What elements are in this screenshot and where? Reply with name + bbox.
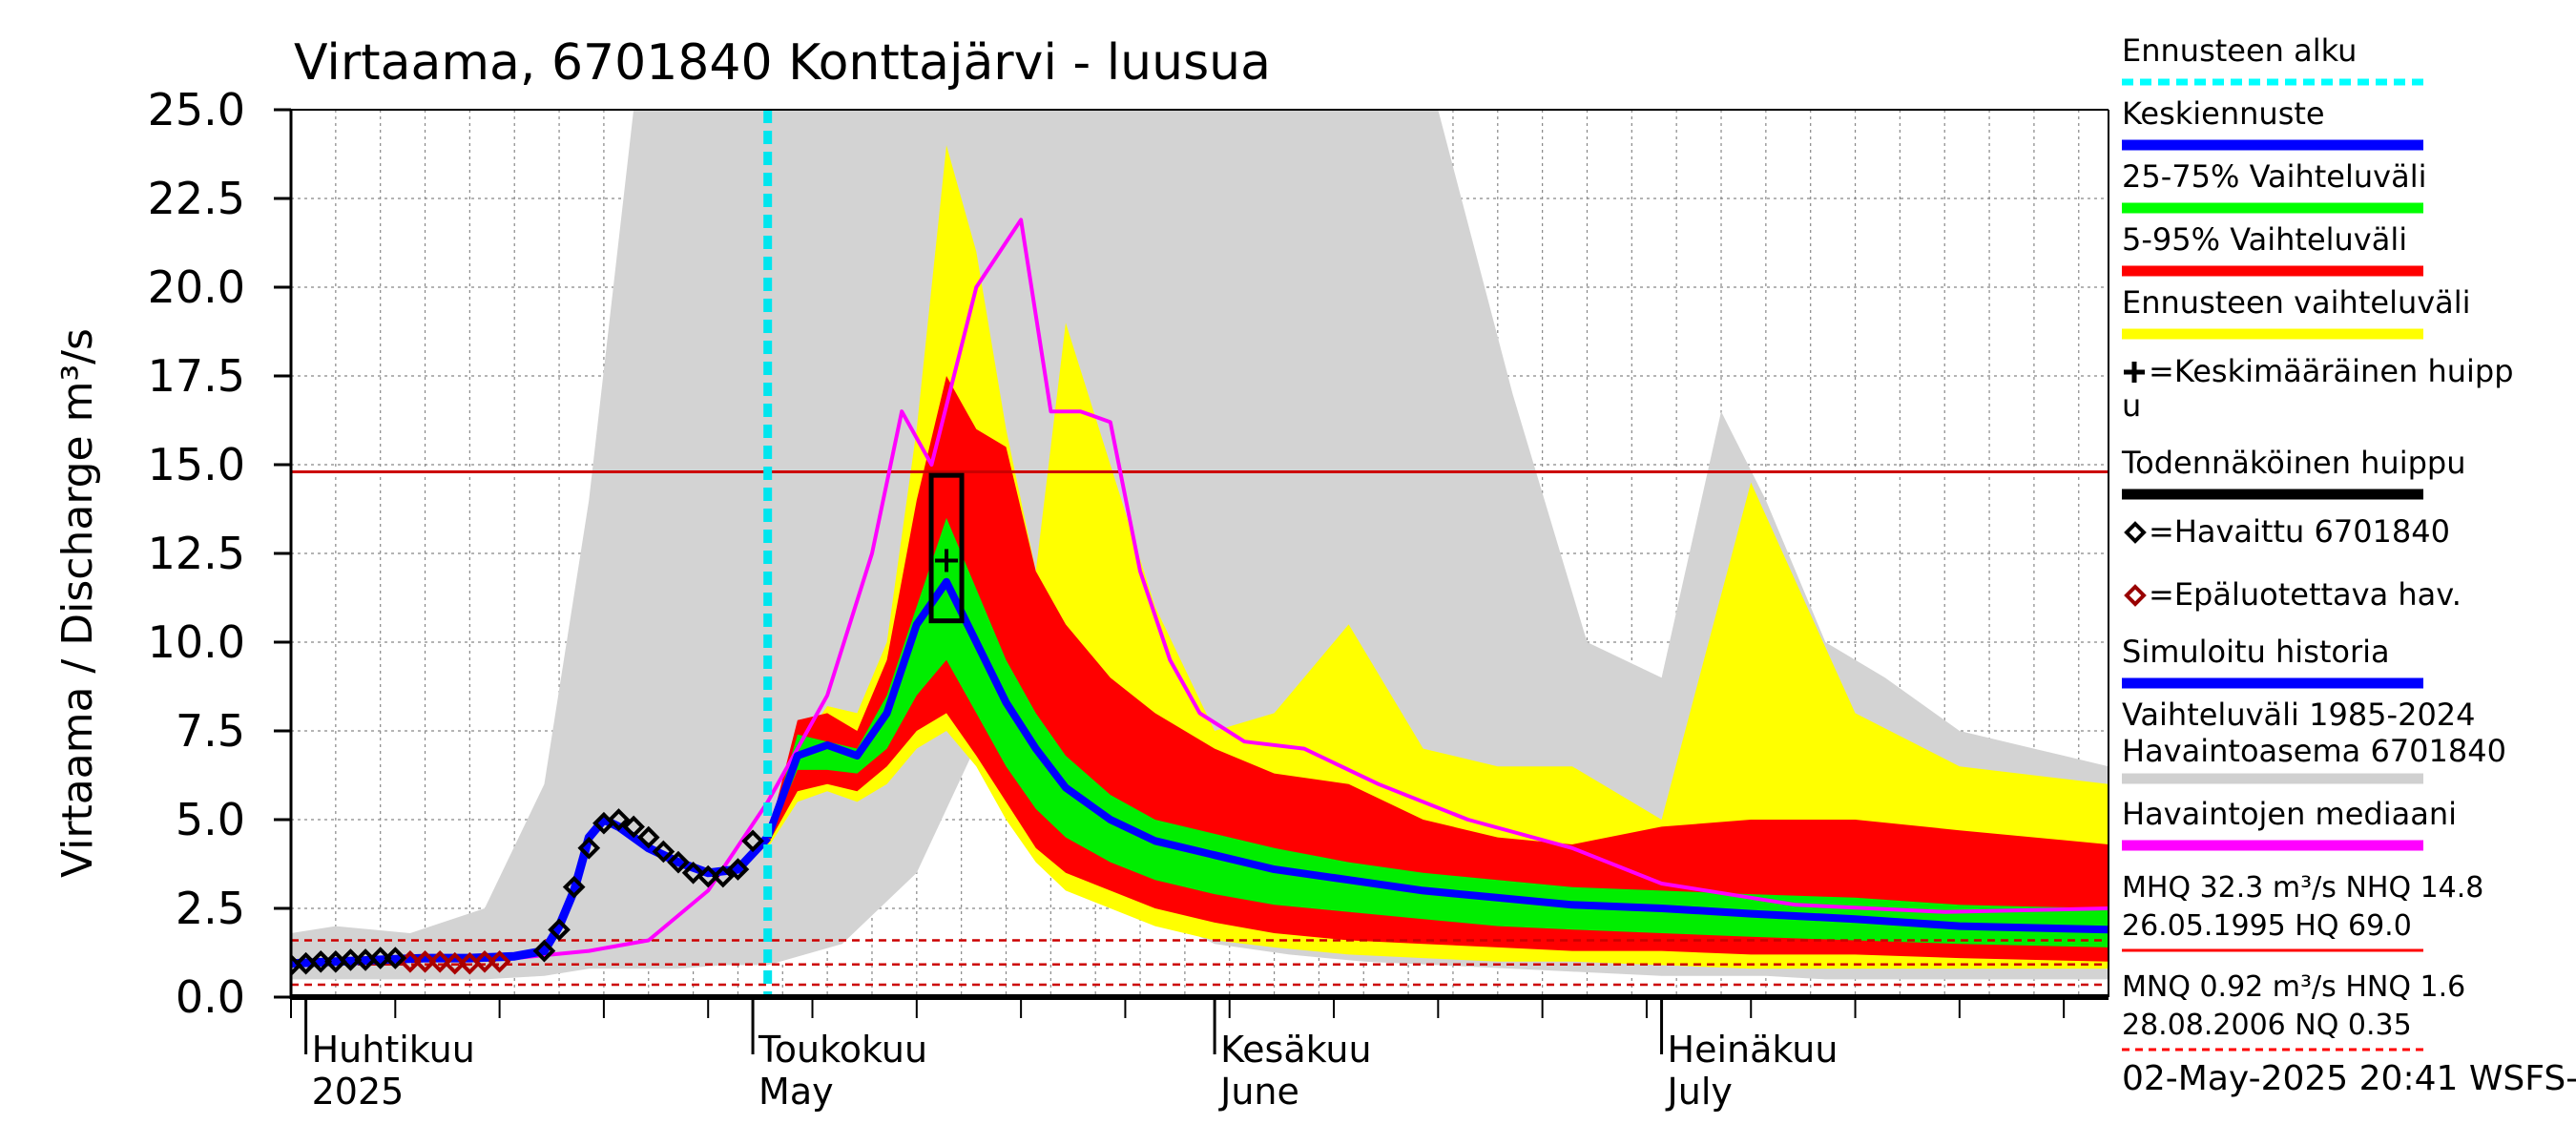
observation-marker — [622, 815, 645, 839]
legend-label: u — [2122, 387, 2141, 424]
observation-marker — [548, 918, 571, 942]
observation-marker — [607, 808, 631, 831]
band-25-75 — [767, 517, 2109, 947]
observation-marker — [741, 829, 764, 853]
y-tick-label: 20.0 — [148, 261, 245, 313]
median-forecast-line — [763, 577, 2109, 934]
axes-frame: 0.0 2.5 5.0 7.5 10.0 12.5 15.0 17.5 20.0 22.5 25.0… — [148, 84, 2109, 1113]
observation-marker — [636, 825, 660, 849]
footer-timestamp: 02-May-2025 20:41 WSFS-O — [2122, 1059, 2576, 1098]
stats-line: 28.08.2006 NQ 0.35 — [2122, 1009, 2412, 1042]
month-label-fi: Kesäkuu — [1220, 1029, 1372, 1071]
y-tick-label: 15.0 — [148, 439, 245, 490]
legend-label: Todennäköinen huippu — [2121, 445, 2466, 481]
observation-marker — [726, 858, 750, 881]
month-label-en: July — [1666, 1071, 1733, 1113]
month-label-fi: Heinäkuu — [1668, 1029, 1839, 1071]
month-label-fi: Toukokuu — [758, 1029, 927, 1071]
simulated-history-line — [291, 815, 771, 968]
unreliable-observation-marker — [428, 949, 451, 973]
legend: Ennusteen alku Keskiennuste 25-75% Vaihtel… — [2121, 32, 2514, 1051]
unreliable-observation-marker — [413, 949, 437, 973]
y-tick-label: 0.0 — [176, 971, 245, 1023]
month-label-en: May — [758, 1071, 834, 1113]
stats-line: MNQ 0.92 m³/s HNQ 1.6 — [2122, 970, 2465, 1004]
y-tick-label: 17.5 — [148, 350, 245, 402]
observation-marker — [711, 864, 735, 888]
legend-label: Keskiennuste — [2122, 95, 2325, 132]
observation-marker — [384, 947, 407, 969]
unreliable-observation-marker — [488, 949, 511, 973]
legend-label: =Keskimääräinen huipp — [2149, 353, 2514, 389]
observation-marker — [562, 875, 586, 899]
y-tick-label: 10.0 — [148, 616, 245, 668]
legend-diamond-symbol — [2124, 584, 2147, 607]
observed-median-line — [291, 218, 2109, 966]
observation-marker — [309, 949, 333, 973]
y-tick-label: 2.5 — [176, 883, 245, 934]
legend-label: Ennusteen vaihteluväli — [2122, 284, 2471, 321]
month-label-en: 2025 — [312, 1071, 405, 1113]
legend-label: 25-75% Vaihteluväli — [2122, 158, 2426, 195]
chart-title: Virtaama, 6701840 Konttajärvi - luusua — [294, 34, 1271, 92]
observation-marker — [532, 939, 556, 963]
legend-label: Havaintoasema 6701840 — [2122, 733, 2506, 769]
y-axis-label: Virtaama / Discharge m³/s — [53, 328, 102, 878]
observation-marker — [667, 850, 690, 874]
observation-marker — [681, 861, 705, 885]
legend-label: =Epäluotettava hav. — [2149, 576, 2462, 613]
observation-marker — [577, 836, 601, 860]
stats-line: MHQ 32.3 m³/s NHQ 14.8 — [2122, 871, 2483, 905]
plot-area — [291, 110, 2109, 997]
legend-label: 5-95% Vaihteluväli — [2122, 221, 2407, 258]
y-tick-label: 25.0 — [148, 84, 245, 135]
legend-label: =Havaittu 6701840 — [2149, 513, 2450, 550]
legend-diamond-symbol — [2124, 521, 2147, 544]
probable-peak-box — [928, 472, 965, 624]
y-tick-label: 22.5 — [148, 173, 245, 224]
legend-label: Vaihteluväli 1985-2024 — [2122, 697, 2476, 733]
observation-marker — [368, 947, 392, 969]
observation-marker — [696, 864, 720, 888]
historical-range-band — [291, 110, 2109, 980]
unreliable-observation-marker — [443, 951, 467, 975]
stats-line: 26.05.1995 HQ 69.0 — [2122, 909, 2412, 943]
y-tick-label: 5.0 — [176, 794, 245, 845]
unreliable-observation-marker — [473, 949, 496, 973]
y-tick-label: 12.5 — [148, 528, 245, 579]
legend-label: Ennusteen alku — [2122, 32, 2357, 69]
month-label-en: June — [1218, 1071, 1299, 1113]
month-label-fi: Huhtikuu — [312, 1029, 475, 1071]
observation-marker — [652, 840, 675, 864]
legend-label: Havaintojen mediaani — [2122, 796, 2457, 832]
observation-marker — [339, 948, 363, 971]
y-tick-label: 7.5 — [176, 705, 245, 757]
legend-label: Simuloitu historia — [2122, 634, 2390, 670]
